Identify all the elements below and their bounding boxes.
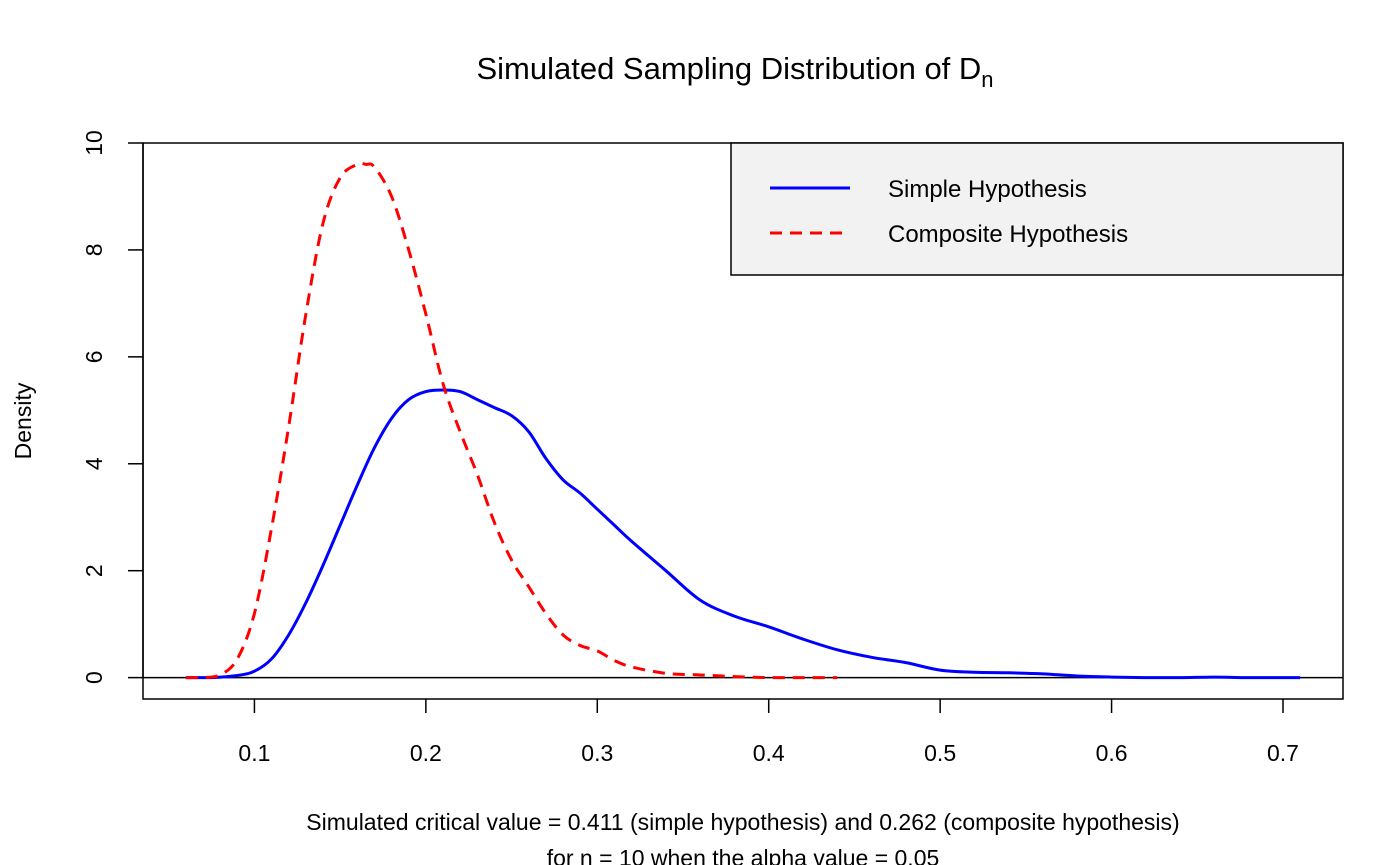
y-axis-label: Density bbox=[10, 382, 36, 459]
legend-box bbox=[730, 142, 1344, 276]
svg-text:Simulated Sampling Distributio: Simulated Sampling Distribution of Dn bbox=[476, 51, 993, 92]
x-tick-label: 0.2 bbox=[410, 740, 442, 766]
y-tick-label: 4 bbox=[81, 457, 107, 470]
y-tick-label: 0 bbox=[81, 671, 107, 684]
y-tick-label: 6 bbox=[81, 350, 107, 363]
x-tick-label: 0.3 bbox=[581, 740, 613, 766]
x-tick-label: 0.1 bbox=[238, 740, 270, 766]
x-tick-label: 0.6 bbox=[1096, 740, 1128, 766]
x-tick-label: 0.4 bbox=[753, 740, 785, 766]
y-tick-label: 8 bbox=[81, 244, 107, 257]
chart-title: Simulated Sampling Distribution of Dn bbox=[476, 51, 993, 92]
x-axis: 0.1 0.2 0.3 0.4 0.5 0.6 0.7 bbox=[238, 699, 1299, 766]
chart-title-main: Simulated Sampling Distribution of D bbox=[476, 51, 981, 86]
series-layer bbox=[185, 161, 1301, 680]
x-axis-label-line2: for n = 10 when the alpha value = 0.05 bbox=[547, 845, 940, 865]
density-curve-composite bbox=[185, 161, 838, 680]
legend: Simple Hypothesis Composite Hypothesis bbox=[730, 142, 1344, 276]
y-tick-label: 10 bbox=[81, 130, 107, 156]
x-axis-label-line1: Simulated critical value = 0.411 (simple… bbox=[306, 809, 1179, 835]
y-axis: 0 2 4 6 8 10 bbox=[81, 130, 144, 684]
legend-label-composite: Composite Hypothesis bbox=[888, 221, 1128, 248]
legend-label-simple: Simple Hypothesis bbox=[888, 176, 1087, 203]
x-tick-label: 0.5 bbox=[924, 740, 956, 766]
x-tick-label: 0.7 bbox=[1267, 740, 1299, 766]
y-tick-label: 2 bbox=[81, 564, 107, 577]
density-curve-simple bbox=[185, 388, 1301, 680]
chart-title-subscript: n bbox=[981, 67, 993, 92]
